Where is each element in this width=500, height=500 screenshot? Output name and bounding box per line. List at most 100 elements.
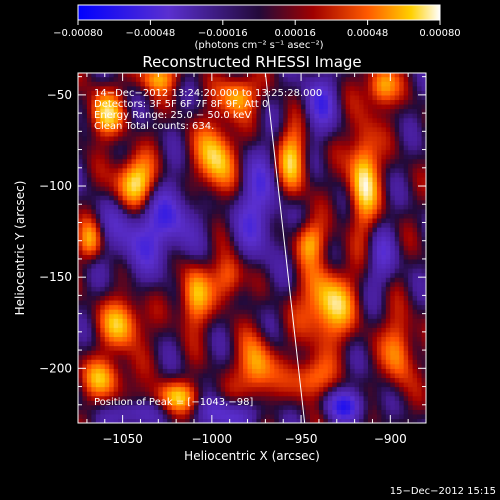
- heatmap-cell: [278, 73, 284, 78]
- heatmap-cell: [287, 304, 293, 310]
- heatmap-cell: [234, 368, 240, 374]
- heatmap-cell: [207, 186, 213, 192]
- heatmap-cell: [185, 290, 191, 296]
- heatmap-cell: [194, 263, 200, 269]
- heatmap-cell: [189, 304, 195, 310]
- heatmap-cell: [194, 154, 200, 160]
- heatmap-cell: [283, 313, 289, 319]
- heatmap-cell: [243, 122, 249, 128]
- heatmap-cell: [332, 281, 338, 287]
- heatmap-cell: [158, 395, 164, 401]
- heatmap-cell: [287, 103, 293, 110]
- heatmap-cell: [91, 231, 97, 237]
- heatmap-cell: [189, 295, 195, 301]
- heatmap-cell: [278, 249, 284, 255]
- heatmap-cell: [354, 400, 360, 406]
- heatmap-cell: [171, 154, 177, 160]
- heatmap-cell: [323, 359, 329, 365]
- heatmap-cell: [158, 126, 164, 132]
- heatmap-cell: [207, 236, 213, 242]
- heatmap-cell: [95, 258, 101, 265]
- heatmap-cell: [278, 331, 284, 338]
- heatmap-cell: [202, 163, 208, 169]
- heatmap-cell: [127, 354, 133, 360]
- heatmap-cell: [82, 85, 88, 91]
- heatmap-cell: [238, 213, 244, 219]
- heatmap-cell: [91, 327, 97, 333]
- heatmap-cell: [354, 395, 360, 401]
- heatmap-cell: [216, 395, 222, 401]
- heatmap-cell: [252, 391, 258, 397]
- heatmap-cell: [229, 345, 235, 351]
- heatmap-cell: [225, 217, 231, 224]
- heatmap-cell: [341, 204, 347, 210]
- heatmap-cell: [318, 122, 324, 128]
- heatmap-cell: [252, 108, 258, 114]
- heatmap-cell: [82, 140, 88, 146]
- heatmap-cell: [341, 176, 347, 183]
- heatmap-cell: [220, 395, 226, 401]
- heatmap-cell: [140, 400, 146, 406]
- heatmap-cell: [252, 304, 258, 310]
- heatmap-cell: [136, 190, 142, 196]
- heatmap-cell: [78, 126, 84, 132]
- heatmap-cell: [292, 418, 298, 423]
- heatmap-cell: [359, 331, 365, 338]
- heatmap-cell: [216, 258, 222, 265]
- heatmap-cell: [202, 231, 208, 237]
- heatmap-cell: [104, 295, 110, 301]
- heatmap-cell: [256, 299, 262, 306]
- heatmap-cell: [292, 222, 298, 228]
- heatmap-cell: [265, 126, 271, 132]
- heatmap-cell: [122, 217, 128, 224]
- heatmap-cell: [274, 113, 280, 119]
- heatmap-cell: [314, 268, 320, 274]
- heatmap-cell: [118, 176, 124, 183]
- heatmap-cell: [359, 240, 365, 246]
- heatmap-cell: [211, 94, 217, 101]
- heatmap-cell: [336, 272, 342, 278]
- heatmap-cell: [131, 131, 137, 137]
- heatmap-cell: [78, 181, 84, 187]
- heatmap-cell: [292, 140, 298, 146]
- heatmap-cell: [176, 404, 182, 410]
- heatmap-cell: [113, 190, 119, 196]
- heatmap-cell: [220, 94, 226, 101]
- heatmap-cell: [341, 131, 347, 137]
- heatmap-cell: [91, 286, 97, 292]
- heatmap-cell: [153, 295, 159, 301]
- heatmap-cell: [100, 377, 106, 383]
- heatmap-cell: [82, 126, 88, 132]
- heatmap-cell: [332, 176, 338, 183]
- heatmap-cell: [283, 263, 289, 269]
- heatmap-cell: [211, 186, 217, 192]
- heatmap-cell: [260, 245, 266, 251]
- heatmap-cell: [247, 409, 253, 415]
- heatmap-cell: [265, 113, 271, 119]
- heatmap-cell: [260, 318, 266, 324]
- heatmap-cell: [341, 222, 347, 228]
- heatmap-cell: [234, 236, 240, 242]
- heatmap-cell: [265, 181, 271, 187]
- heatmap-cell: [314, 295, 320, 301]
- heatmap-cell: [359, 113, 365, 119]
- heatmap-cell: [180, 149, 186, 155]
- heatmap-cell: [131, 190, 137, 196]
- heatmap-cell: [153, 327, 159, 333]
- heatmap-cell: [265, 304, 271, 310]
- heatmap-cell: [220, 158, 226, 164]
- heatmap-cell: [252, 167, 258, 173]
- heatmap-cell: [100, 158, 106, 164]
- heatmap-cell: [211, 236, 217, 242]
- heatmap-cell: [153, 263, 159, 269]
- heatmap-cell: [91, 145, 97, 151]
- heatmap-cell: [225, 295, 231, 301]
- heatmap-cell: [211, 204, 217, 210]
- heatmap-cell: [91, 272, 97, 278]
- heatmap-cell: [144, 409, 150, 415]
- heatmap-cell: [363, 277, 369, 283]
- heatmap-cell: [243, 391, 249, 397]
- heatmap-cell: [301, 172, 307, 178]
- heatmap-cell: [327, 85, 333, 91]
- heatmap-cell: [225, 286, 231, 292]
